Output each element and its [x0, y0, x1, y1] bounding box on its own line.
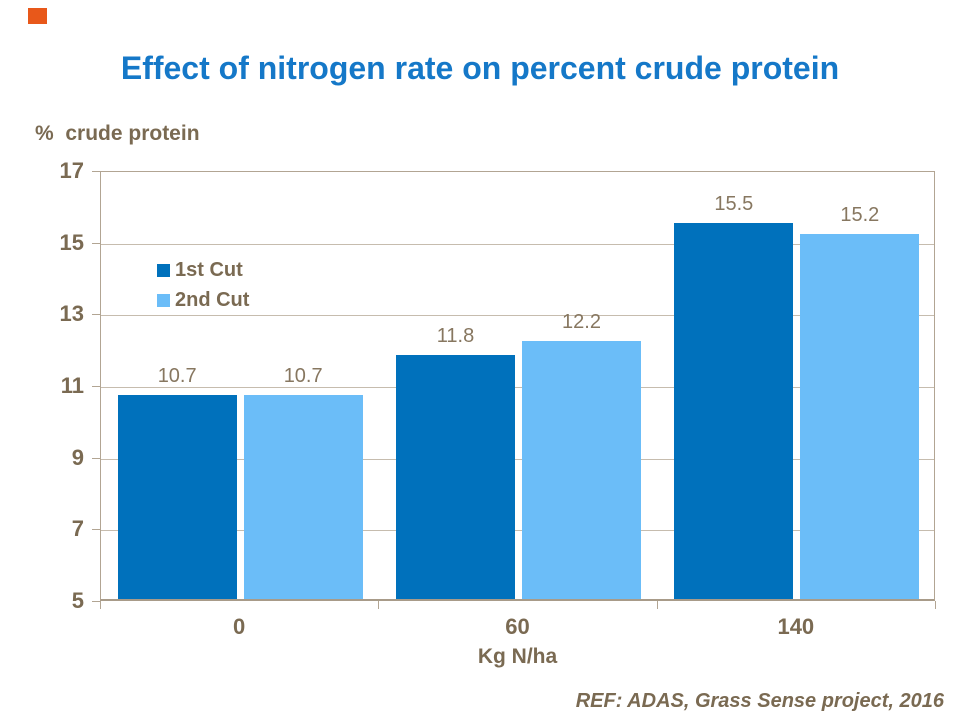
y-tick-label-17: 17 — [59, 158, 84, 183]
plot-area: 10.7 11.8 15.5 10.7 12.2 15.2 1st Cut 2nd Cut — [100, 171, 935, 601]
bar-2nd-cut-cat-60 — [522, 341, 641, 599]
legend-item-1st-cut: 1st Cut — [157, 260, 249, 280]
x-tick-mark — [656, 601, 658, 609]
bar-1st-cut-cat-60 — [396, 355, 515, 599]
gridline-7 — [101, 530, 934, 532]
bar-2nd-cut-cat-140 — [800, 233, 920, 599]
gridline-13 — [101, 315, 934, 317]
y-tick-label-11: 11 — [60, 373, 84, 398]
gridline-9 — [101, 458, 934, 460]
y-axis-title: % crude protein — [35, 122, 200, 145]
x-tick-mark — [378, 601, 380, 609]
x-category-label-140: 140 — [777, 614, 815, 639]
y-tick-mark — [92, 457, 100, 459]
reference-text: REF: ADAS, Grass Sense project, 2016 — [575, 690, 944, 712]
legend-item-2nd-cut: 2nd Cut — [157, 290, 249, 310]
data-label: 12.2 — [562, 311, 601, 333]
y-tick-label-7: 7 — [71, 516, 84, 542]
x-tick-mark — [935, 601, 936, 609]
legend-swatch-2nd-cut — [157, 293, 170, 307]
data-label: 15.2 — [840, 203, 880, 226]
accent-square — [28, 8, 47, 24]
y-tick-mark — [92, 601, 100, 602]
data-label: 15.5 — [714, 192, 754, 215]
legend-swatch-1st-cut — [157, 263, 170, 277]
chart-title: Effect of nitrogen rate on percent crude… — [120, 50, 840, 86]
y-tick-mark — [92, 314, 100, 316]
bar-1st-cut-cat-0 — [117, 394, 237, 599]
y-tick-mark — [92, 529, 100, 531]
data-label: 11.8 — [436, 325, 475, 348]
data-label: 10.7 — [283, 364, 323, 387]
x-category-label-0: 0 — [233, 614, 246, 639]
y-tick-label-5: 5 — [71, 588, 84, 613]
legend-label-2nd-cut: 2nd Cut — [175, 289, 250, 311]
x-category-label-60: 60 — [505, 614, 530, 639]
legend-label-1st-cut: 1st Cut — [175, 259, 243, 281]
x-axis-title: Kg N/ha — [477, 645, 558, 668]
gridline-15 — [101, 243, 934, 245]
y-tick-label-9: 9 — [71, 444, 84, 470]
y-tick-mark — [92, 386, 100, 387]
bar-1st-cut-cat-140 — [674, 222, 794, 599]
bar-2nd-cut-cat-0 — [243, 394, 363, 599]
data-label: 10.7 — [157, 364, 197, 387]
y-tick-mark — [92, 242, 100, 244]
x-tick-mark — [100, 601, 101, 609]
y-tick-mark — [92, 171, 100, 172]
y-tick-label-15: 15 — [59, 229, 84, 255]
y-tick-label-13: 13 — [59, 301, 84, 327]
legend: 1st Cut 2nd Cut — [157, 260, 249, 320]
gridline-11 — [101, 387, 934, 388]
